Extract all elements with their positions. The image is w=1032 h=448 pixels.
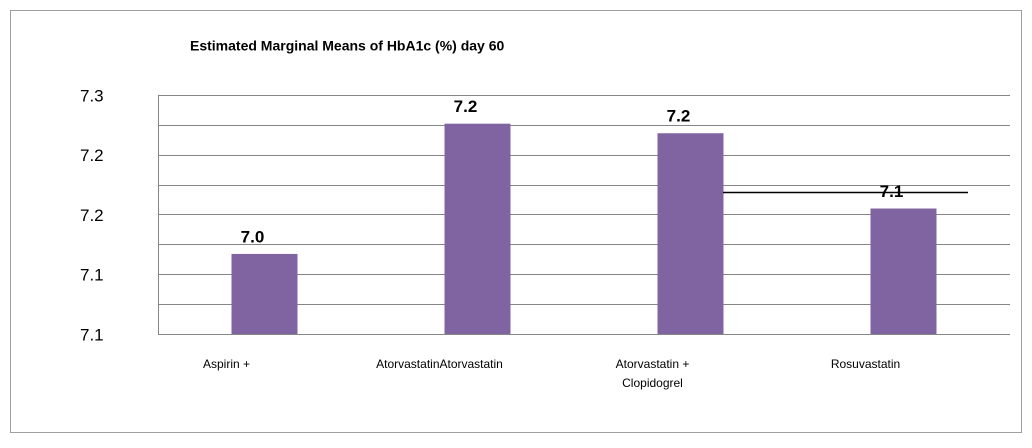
- chart-title: Estimated Marginal Means of HbA1c (%) da…: [190, 38, 505, 54]
- y-tick-label: 7.2: [80, 146, 104, 165]
- data-label: 7.2: [667, 107, 691, 126]
- bar: [657, 133, 724, 334]
- plot: Aspirin + 7.0 AtorvastatinAtorvastatin 7.2 A…: [203, 97, 937, 390]
- y-tick-label: 7.2: [80, 206, 104, 225]
- x-tick-label: AtorvastatinAtorvastatin: [376, 357, 503, 371]
- grid: 7.1 7.1 7.2 7.2 7.3: [80, 86, 1010, 344]
- data-label: 7.0: [241, 227, 265, 246]
- chart-border: [10, 10, 1022, 433]
- x-tick-label: Aspirin +: [203, 357, 250, 371]
- data-label: 7.2: [454, 97, 478, 116]
- y-tick-label: 7.1: [80, 325, 104, 344]
- bar: [231, 253, 298, 334]
- bar: [870, 208, 937, 334]
- x-tick-label: Rosuvastatin: [831, 357, 900, 371]
- y-tick-label: 7.1: [80, 266, 104, 285]
- y-tick-label: 7.3: [80, 86, 104, 105]
- x-tick-label: Atorvastatin + Clopidogrel: [616, 357, 690, 390]
- data-label: 7.1: [880, 182, 904, 201]
- bar: [444, 123, 511, 335]
